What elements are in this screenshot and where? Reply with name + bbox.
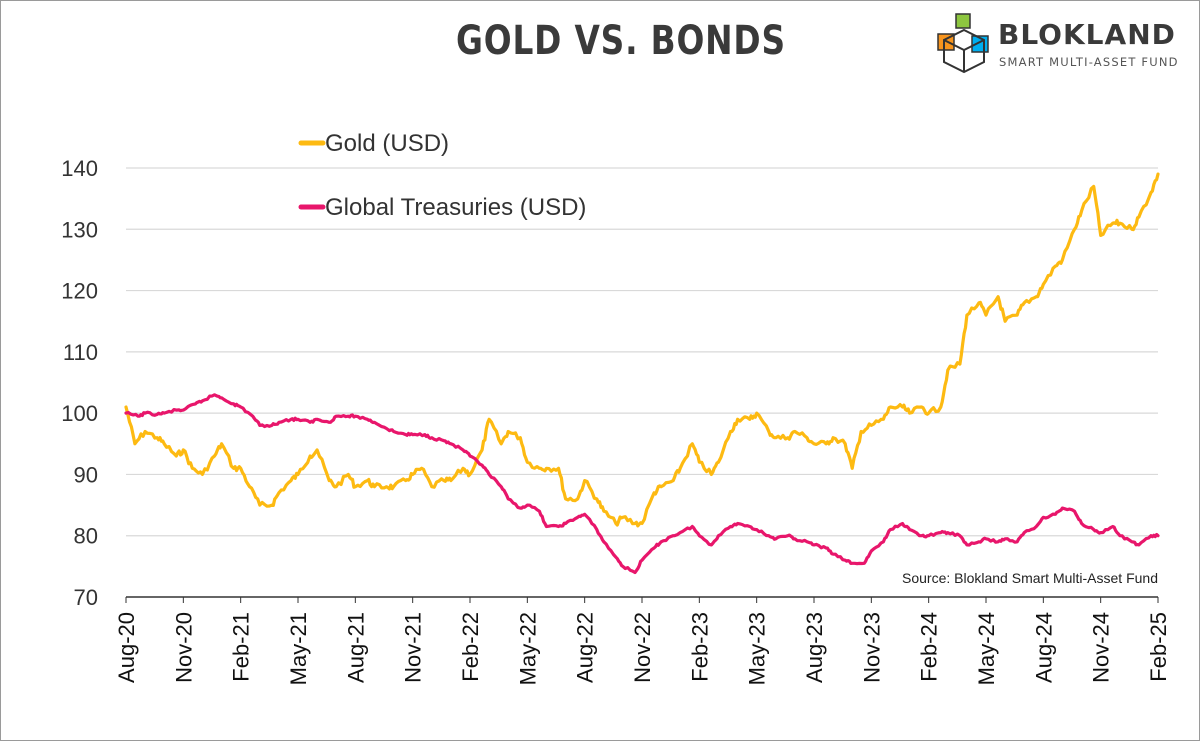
- source-note: Source: Blokland Smart Multi-Asset Fund: [902, 570, 1158, 586]
- x-tick-label: Nov-21: [401, 612, 426, 683]
- y-tick-label: 70: [74, 585, 98, 610]
- x-tick-label: Aug-24: [1031, 612, 1056, 683]
- y-tick-label: 80: [74, 524, 98, 549]
- x-tick-label: May-23: [745, 612, 770, 685]
- x-tick-label: Aug-22: [573, 612, 598, 683]
- x-tick-label: May-24: [974, 612, 999, 685]
- x-axis-ticks: Aug-20 Nov-20 Feb-21 May-21 Aug-21 Nov-21 Feb-…: [114, 597, 1171, 685]
- x-tick-label: May-21: [286, 612, 311, 685]
- x-tick-label: Nov-23: [859, 612, 884, 683]
- y-tick-label: 100: [61, 401, 98, 426]
- y-tick-label: 120: [61, 279, 98, 304]
- x-tick-label: Feb-25: [1146, 612, 1171, 682]
- x-tick-label: Aug-20: [114, 612, 139, 683]
- y-tick-label: 90: [74, 462, 98, 487]
- x-tick-label: Feb-22: [458, 612, 483, 682]
- y-tick-label: 110: [63, 340, 98, 365]
- brand-name: BLOKLAND: [998, 18, 1176, 51]
- x-tick-label: Nov-22: [630, 612, 655, 683]
- brand-tagline: SMART MULTI-ASSET FUND: [999, 55, 1179, 69]
- legend: Gold (USD) Global Treasuries (USD): [298, 130, 586, 221]
- brand-logo: BLOKLAND SMART MULTI-ASSET FUND: [934, 12, 1184, 76]
- y-axis-ticks: 70 80 90 100 110 120 130 140: [61, 156, 98, 610]
- y-tick-label: 140: [61, 156, 98, 181]
- chart-title: GOLD VS. BONDS: [456, 18, 786, 64]
- series-line-treasuries: [124, 393, 1160, 575]
- legend-label: Global Treasuries (USD): [325, 194, 586, 221]
- x-tick-label: Nov-20: [171, 612, 196, 683]
- x-tick-label: Nov-24: [1089, 612, 1114, 683]
- legend-label: Gold (USD): [325, 130, 449, 157]
- series-lines: [124, 172, 1160, 575]
- x-tick-label: May-22: [515, 612, 540, 685]
- y-tick-label: 130: [61, 217, 98, 242]
- x-tick-label: Feb-23: [687, 612, 712, 682]
- grid-lines: [126, 167, 1158, 537]
- cube-logo-icon: [937, 13, 989, 74]
- x-tick-label: Feb-24: [917, 612, 942, 682]
- x-tick-label: Feb-21: [229, 612, 254, 682]
- x-tick-label: Aug-21: [343, 612, 368, 683]
- x-tick-label: Aug-23: [802, 612, 827, 683]
- series-line-gold: [124, 172, 1160, 528]
